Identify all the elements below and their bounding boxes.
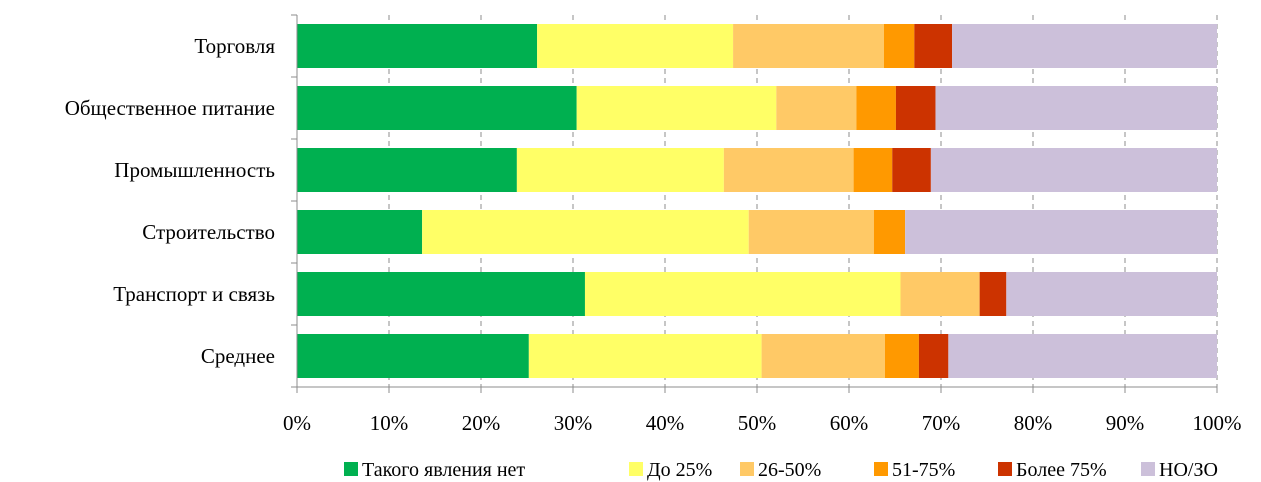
bar-segment: [914, 24, 953, 68]
category-label: Строительство: [142, 220, 275, 244]
bar-segment: [948, 334, 1217, 378]
legend-swatch: [629, 462, 643, 476]
x-tick-label: 90%: [1106, 411, 1145, 435]
bar-segment: [895, 86, 936, 130]
bars: [297, 24, 1217, 378]
legend: Такого явления нет До 25% 26-50% 51-75% Боле…: [344, 459, 1218, 481]
bar-segment: [1006, 272, 1217, 316]
bar-segment: [853, 148, 893, 192]
bar-segment: [723, 148, 854, 192]
category-label: Транспорт и связь: [113, 282, 275, 306]
bar-segment: [884, 334, 919, 378]
legend-swatch: [740, 462, 754, 476]
bar-segment: [935, 86, 1217, 130]
x-tick-label: 40%: [646, 411, 685, 435]
category-labels: Торговля Общественное питание Промышленнос…: [65, 34, 276, 368]
category-label: Торговля: [194, 34, 275, 58]
category-label: Общественное питание: [65, 96, 275, 120]
bar-segment: [733, 24, 884, 68]
legend-label: 26-50%: [758, 459, 821, 481]
bar-segment: [873, 210, 906, 254]
legend-swatch: [998, 462, 1012, 476]
bar-segment: [979, 272, 1007, 316]
bar-segment: [422, 210, 749, 254]
bar-segment: [576, 86, 777, 130]
bar-segment: [918, 334, 949, 378]
category-label: Промышленность: [114, 158, 275, 182]
legend-label: Более 75%: [1016, 459, 1107, 481]
legend-swatch: [874, 462, 888, 476]
bar-segment: [528, 334, 762, 378]
bar-segment: [537, 24, 734, 68]
x-tick-label: 30%: [554, 411, 593, 435]
bar-segment: [952, 24, 1217, 68]
bar-segment: [930, 148, 1217, 192]
x-tick-label: 20%: [462, 411, 501, 435]
bar-segment: [297, 24, 538, 68]
gridlines: [388, 15, 1218, 387]
x-tick-label: 80%: [1014, 411, 1053, 435]
x-tick-label: 100%: [1193, 411, 1242, 435]
x-tick-label: 60%: [830, 411, 869, 435]
x-tick-label: 70%: [922, 411, 961, 435]
bar-segment: [297, 148, 517, 192]
x-tick-labels: 0% 10% 20% 30% 40% 50% 60% 70% 80% 90% 100%: [283, 411, 1242, 435]
bar-segment: [297, 334, 529, 378]
legend-label: 51-75%: [892, 459, 955, 481]
bar-segment: [883, 24, 915, 68]
bar-segment: [856, 86, 896, 130]
bar-segment: [297, 210, 423, 254]
legend-label: НО/ЗО: [1159, 459, 1218, 481]
bar-segment: [761, 334, 885, 378]
bar-segment: [297, 272, 585, 316]
bar-segment: [584, 272, 901, 316]
x-tick-label: 0%: [283, 411, 311, 435]
bar-segment: [776, 86, 857, 130]
legend-label: До 25%: [647, 459, 712, 481]
legend-swatch: [344, 462, 358, 476]
x-tick-label: 50%: [738, 411, 777, 435]
bar-segment: [748, 210, 874, 254]
bar-segment: [297, 86, 577, 130]
category-label: Среднее: [201, 344, 275, 368]
x-tick-label: 10%: [370, 411, 409, 435]
legend-label: Такого явления нет: [362, 459, 525, 481]
bar-segment: [905, 210, 1217, 254]
bar-segment: [516, 148, 724, 192]
bar-segment: [900, 272, 980, 316]
legend-swatch: [1141, 462, 1155, 476]
axes: [291, 14, 1218, 393]
bar-segment: [892, 148, 931, 192]
